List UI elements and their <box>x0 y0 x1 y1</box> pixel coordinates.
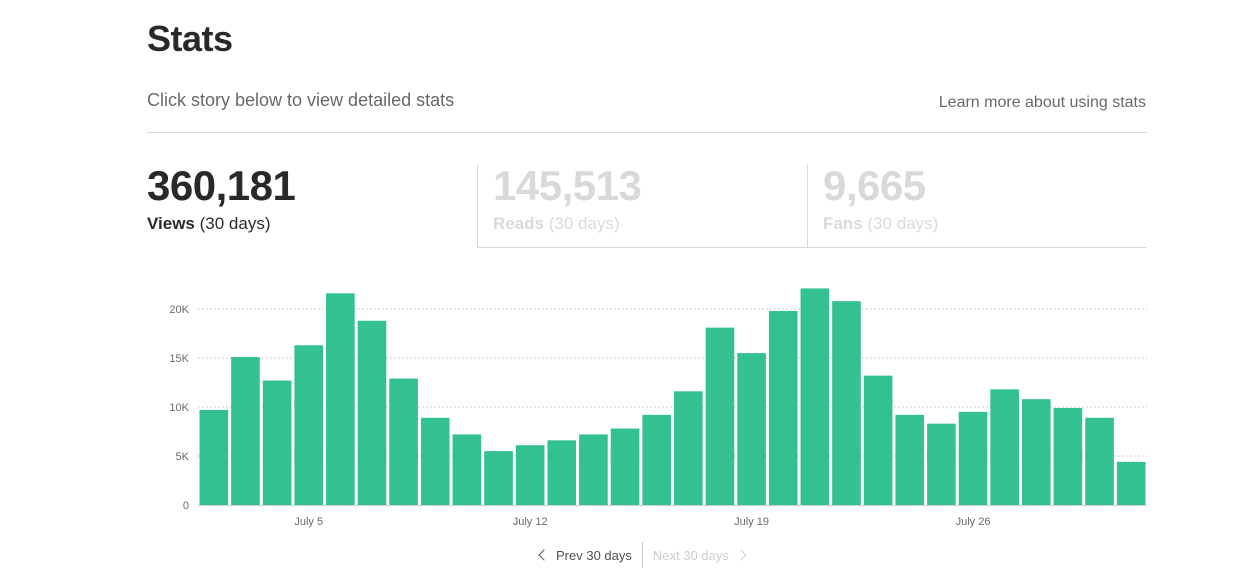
bar[interactable] <box>579 434 608 505</box>
tab-fans[interactable]: 9,665 Fans (30 days) <box>807 164 1147 248</box>
bar[interactable] <box>1085 417 1114 505</box>
bar[interactable] <box>294 345 324 505</box>
bar[interactable] <box>1053 407 1083 505</box>
fans-value: 9,665 <box>823 162 926 209</box>
bar[interactable] <box>737 353 766 505</box>
y-tick-label: 5K <box>176 451 190 463</box>
header-divider <box>147 132 1147 133</box>
fans-label: Fans (30 days) <box>823 214 939 233</box>
bar[interactable] <box>199 409 229 505</box>
next-30-days-label: Next 30 days <box>652 547 729 563</box>
bar[interactable] <box>705 327 735 505</box>
bar[interactable] <box>1021 399 1051 505</box>
bar[interactable] <box>326 293 355 505</box>
x-tick-label: July 26 <box>956 516 991 528</box>
views-bar-chart: 0 5K 10K 15K 20K July 5 July 12 July 19 July 26 <box>169 288 1147 528</box>
reads-label: Reads (30 days) <box>493 214 620 233</box>
bar[interactable] <box>642 414 671 505</box>
pagination: Prev 30 days Next 30 days <box>536 542 747 568</box>
page-subtitle: Click story below to view detailed stats <box>147 90 455 110</box>
bar[interactable] <box>990 389 1019 505</box>
views-value: 360,181 <box>147 162 296 209</box>
tab-views[interactable]: 360,181 Views (30 days) <box>147 164 477 248</box>
y-tick-label: 0 <box>183 500 189 512</box>
bar[interactable] <box>262 380 292 505</box>
bar[interactable] <box>484 451 513 505</box>
bar[interactable] <box>927 423 956 505</box>
bar[interactable] <box>958 411 988 505</box>
tab-reads[interactable]: 145,513 Reads (30 days) <box>477 164 807 248</box>
x-tick-label: July 5 <box>294 516 323 528</box>
bar[interactable] <box>832 301 861 505</box>
bar[interactable] <box>452 434 482 505</box>
bar[interactable] <box>420 417 450 505</box>
page-title: Stats <box>147 18 233 59</box>
bar[interactable] <box>547 440 577 505</box>
views-label: Views (30 days) <box>147 214 271 233</box>
bar[interactable] <box>231 357 260 505</box>
bar[interactable] <box>768 310 798 505</box>
chevron-left-icon <box>538 549 550 561</box>
y-tick-label: 15K <box>169 353 189 365</box>
next-30-days-button: Next 30 days <box>643 547 747 563</box>
chevron-right-icon <box>735 549 747 561</box>
bar[interactable] <box>1116 461 1146 505</box>
y-tick-label: 20K <box>169 304 189 316</box>
x-tick-label: July 19 <box>734 516 769 528</box>
reads-value: 145,513 <box>493 162 642 209</box>
bar[interactable] <box>389 378 418 505</box>
y-tick-label: 10K <box>169 402 189 414</box>
bar[interactable] <box>800 288 830 505</box>
bar[interactable] <box>674 391 703 505</box>
bar[interactable] <box>895 414 925 505</box>
bar[interactable] <box>863 375 893 505</box>
bar[interactable] <box>515 445 545 505</box>
prev-30-days-button[interactable]: Prev 30 days <box>536 548 642 563</box>
x-tick-label: July 12 <box>513 516 548 528</box>
bar[interactable] <box>357 320 387 505</box>
learn-more-link[interactable]: Learn more about using stats <box>938 94 1146 111</box>
pager-divider <box>641 542 643 568</box>
prev-30-days-label: Prev 30 days <box>556 547 632 563</box>
bar[interactable] <box>610 428 640 505</box>
